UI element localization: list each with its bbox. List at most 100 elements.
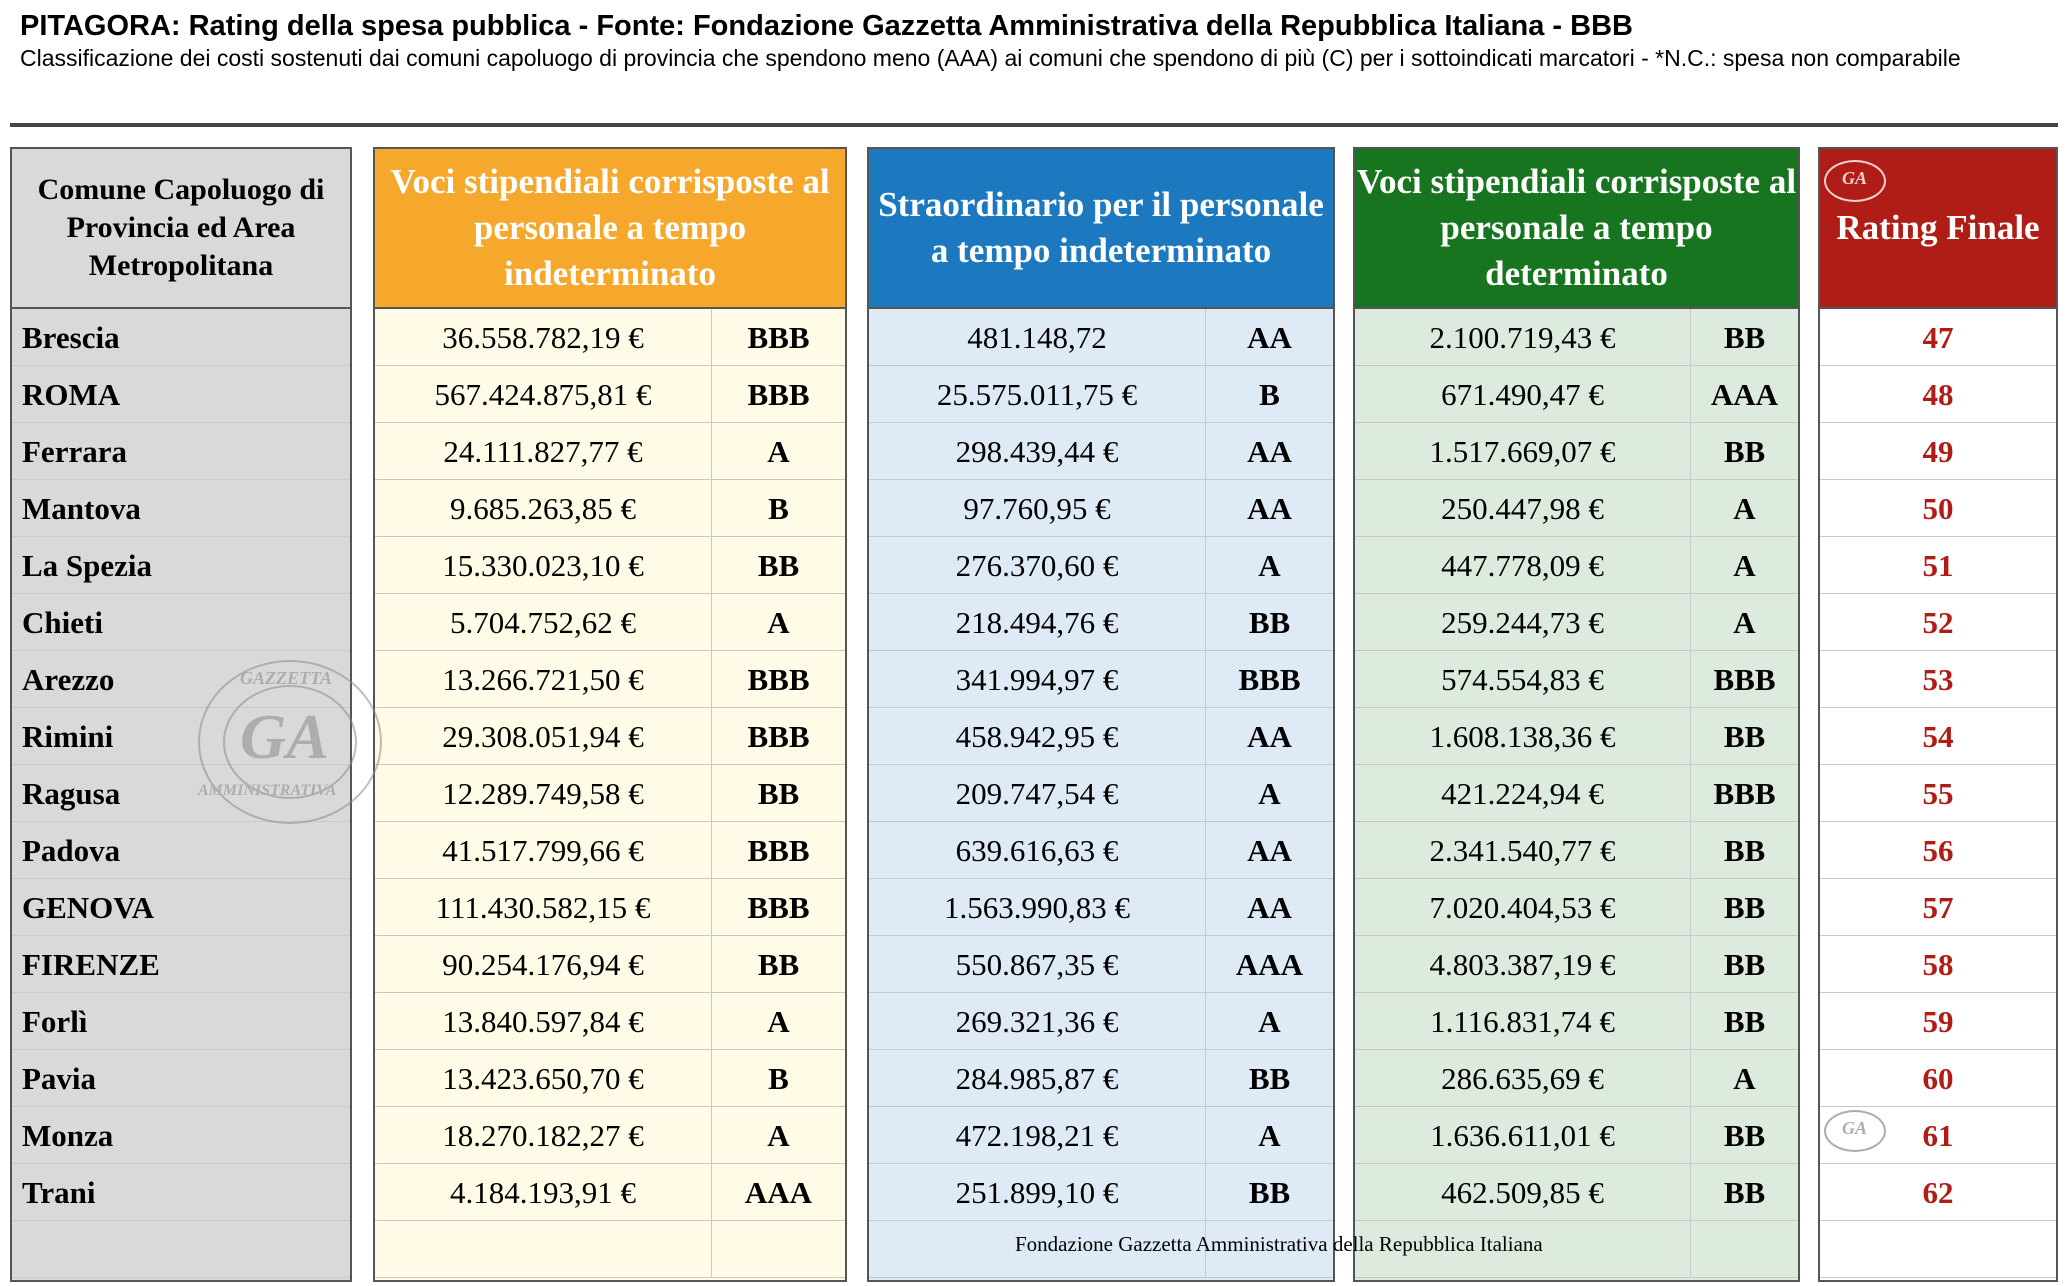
table-row: 18.270.182,27 € A — [375, 1107, 845, 1164]
table-row: 218.494,76 € BB — [869, 594, 1333, 651]
overtime-rating: AA — [1205, 822, 1333, 879]
table-row: 209.747,54 € A — [869, 765, 1333, 822]
city-name: Mantova — [22, 491, 141, 526]
fixed-term-salary-rating — [1690, 1221, 1798, 1278]
table-row: La Spezia — [12, 537, 350, 594]
overtime-value: 298.439,44 € — [955, 434, 1119, 469]
permanent-salary-rating: A — [711, 594, 845, 651]
table-row: 41.517.799,66 € BBB — [375, 822, 845, 879]
overtime-value: 458.942,95 € — [955, 719, 1119, 754]
permanent-salary-rating: A — [711, 1107, 845, 1164]
permanent-salary-rating: BB — [711, 537, 845, 594]
overtime-column: Straordinario per il personale a tempo i… — [867, 147, 1335, 1282]
table-row: 62 — [1820, 1164, 2056, 1221]
table-row: FIRENZE — [12, 936, 350, 993]
permanent-salary-rating: A — [711, 423, 845, 480]
permanent-salary-body: 36.558.782,19 € BBB 567.424.875,81 € BBB 24.… — [375, 309, 845, 1280]
table-row: 2.100.719,43 € BB — [1355, 309, 1798, 366]
overtime-value: 481.148,72 — [967, 320, 1107, 355]
permanent-salary-value: 15.330.023,10 € — [442, 548, 644, 583]
city-name: La Spezia — [22, 548, 153, 583]
table-row: 250.447,98 € A — [1355, 480, 1798, 537]
fixed-term-salary-rating: A — [1690, 480, 1798, 537]
permanent-salary-column: Voci stipendiali corrisposte al personal… — [373, 147, 847, 1282]
city-name: Forlì — [22, 1004, 88, 1039]
header-divider — [10, 123, 2058, 127]
permanent-salary-value: 24.111.827,77 € — [443, 434, 643, 469]
final-rating-column: Rating Finale 47 48 49 50 51 52 53 54 55 56 57 58 59… — [1818, 147, 2058, 1282]
final-rating-value: 54 — [1922, 719, 1954, 754]
city-name: Chieti — [22, 605, 103, 640]
table-row: 4.184.193,91 € AAA — [375, 1164, 845, 1221]
seal-bottom-text: AMMINISTRATIVA — [198, 782, 337, 799]
table-row: Ragusa — [12, 765, 350, 822]
permanent-salary-value: 5.704.752,62 € — [450, 605, 636, 640]
table-row: 56 — [1820, 822, 2056, 879]
table-row: 1.517.669,07 € BB — [1355, 423, 1798, 480]
watermark-seal-logo: GA GAZZETTA AMMINISTRATIVA — [168, 650, 408, 830]
table-row: 48 — [1820, 366, 2056, 423]
overtime-rating: BBB — [1205, 651, 1333, 708]
table-row: 13.423.650,70 € B — [375, 1050, 845, 1107]
permanent-salary-value: 13.423.650,70 € — [442, 1061, 644, 1096]
table-row: 24.111.827,77 € A — [375, 423, 845, 480]
overtime-value: 639.616,63 € — [955, 833, 1119, 868]
city-name: Pavia — [22, 1061, 97, 1096]
table-row: 13.266.721,50 € BBB — [375, 651, 845, 708]
overtime-rating: AA — [1205, 708, 1333, 765]
city-name: Arezzo — [22, 662, 115, 697]
fixed-term-salary-rating: BB — [1690, 993, 1798, 1050]
permanent-salary-rating: BBB — [711, 309, 845, 366]
table-row: 36.558.782,19 € BBB — [375, 309, 845, 366]
table-row: Forlì — [12, 993, 350, 1050]
fixed-term-salary-value: 1.608.138,36 € — [1429, 719, 1616, 754]
table-row: 550.867,35 € AAA — [869, 936, 1333, 993]
table-row: GENOVA — [12, 879, 350, 936]
fixed-term-salary-value: 2.100.719,43 € — [1429, 320, 1616, 355]
fixed-term-salary-value: 286.635,69 € — [1441, 1061, 1604, 1096]
city-name: Ragusa — [22, 776, 121, 811]
overtime-rating: A — [1205, 765, 1333, 822]
table-row: 13.840.597,84 € A — [375, 993, 845, 1050]
city-name: FIRENZE — [22, 947, 160, 982]
table-row: 1.563.990,83 € AA — [869, 879, 1333, 936]
overtime-value: 209.747,54 € — [955, 776, 1119, 811]
table-row — [375, 1221, 845, 1278]
fixed-term-salary-body: 2.100.719,43 € BB 671.490,47 € AAA 1.517.669… — [1355, 309, 1798, 1280]
final-rating-value: 47 — [1922, 320, 1954, 355]
table-row: 286.635,69 € A — [1355, 1050, 1798, 1107]
overtime-body: 481.148,72 AA 25.575.011,75 € B 298.439,44 €… — [869, 309, 1333, 1280]
overtime-value: 269.321,36 € — [955, 1004, 1119, 1039]
table-row: Chieti — [12, 594, 350, 651]
city-name: Ferrara — [22, 434, 127, 469]
table-row: 276.370,60 € A — [869, 537, 1333, 594]
city-name: Padova — [22, 833, 121, 868]
table-row: 462.509,85 € BB — [1355, 1164, 1798, 1221]
table-row: 481.148,72 AA — [869, 309, 1333, 366]
city-name: Rimini — [22, 719, 114, 754]
fixed-term-salary-value: 1.116.831,74 € — [1430, 1004, 1615, 1039]
permanent-salary-rating: AAA — [711, 1164, 845, 1221]
overtime-value: 341.994,97 € — [955, 662, 1119, 697]
fixed-term-salary-rating: BBB — [1690, 765, 1798, 822]
table-row: 9.685.263,85 € B — [375, 480, 845, 537]
seal-initials: GA — [240, 701, 329, 772]
overtime-rating: A — [1205, 1107, 1333, 1164]
permanent-salary-header: Voci stipendiali corrisposte al personal… — [375, 149, 845, 309]
fixed-term-salary-value: 4.803.387,19 € — [1429, 947, 1616, 982]
permanent-salary-rating: BB — [711, 936, 845, 993]
fixed-term-salary-value: 250.447,98 € — [1441, 491, 1604, 526]
header-seal-logo: GA — [1820, 158, 1890, 202]
table-row: 341.994,97 € BBB — [869, 651, 1333, 708]
city-name: GENOVA — [22, 890, 155, 925]
table-row: 447.778,09 € A — [1355, 537, 1798, 594]
overtime-rating: A — [1205, 537, 1333, 594]
table-row — [1355, 1221, 1798, 1278]
fixed-term-salary-rating: BB — [1690, 309, 1798, 366]
overtime-rating: AA — [1205, 423, 1333, 480]
permanent-salary-rating: BBB — [711, 708, 845, 765]
city-column-header: Comune Capoluogo di Provincia ed Area Me… — [12, 149, 350, 309]
table-row: 2.341.540,77 € BB — [1355, 822, 1798, 879]
table-row: 54 — [1820, 708, 2056, 765]
permanent-salary-value: 29.308.051,94 € — [442, 719, 644, 754]
